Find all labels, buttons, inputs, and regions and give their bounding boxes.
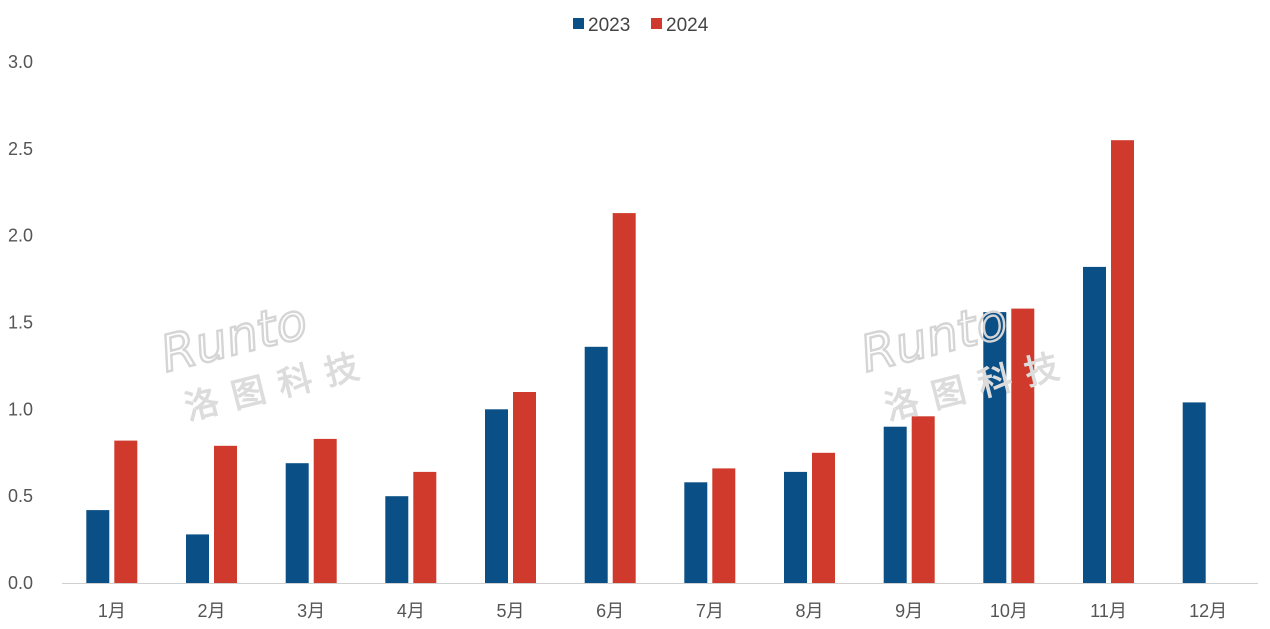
bars	[86, 140, 1206, 584]
x-tick-label: 4月	[397, 601, 425, 621]
watermark-right: Runto 洛图科技	[854, 290, 1077, 428]
bar-2024-5	[513, 392, 536, 583]
bar-2024-9	[911, 416, 935, 583]
bar-2023-5	[485, 409, 508, 583]
x-tick-label: 5月	[496, 601, 524, 621]
legend-label: 2024	[666, 15, 709, 36]
bar-2023-4	[385, 496, 409, 583]
y-tick-label: 2.5	[8, 139, 33, 159]
bar-2024-8	[812, 452, 835, 584]
bar-2024-3	[313, 438, 337, 583]
bar-2023-3	[285, 463, 309, 583]
watermark-left: Runto 洛图科技	[154, 290, 377, 428]
bar-2024-10	[1011, 308, 1035, 583]
bar-2023-11	[1083, 266, 1106, 583]
bar-2024-4	[413, 471, 437, 583]
x-tick-label: 11月	[1090, 601, 1127, 621]
x-axis: 1月 2月 3月 4月 5月 6月 7月 8月 9月 10月 11月 12月	[62, 583, 1258, 621]
bar-2024-2	[214, 445, 237, 583]
x-tick-label: 1月	[98, 601, 126, 621]
bar-2024-6	[612, 213, 636, 583]
bar-2023-1	[86, 510, 110, 583]
bar-2023-2	[186, 534, 209, 583]
x-tick-label: 6月	[596, 601, 624, 621]
bar-2023-7	[684, 482, 708, 583]
bar-2024-1	[114, 440, 138, 583]
y-tick-label: 2.0	[8, 226, 33, 246]
legend-swatch-2023	[573, 18, 584, 29]
y-tick-label: 0.5	[8, 486, 33, 506]
legend-label: 2023	[588, 15, 630, 36]
bar-2024-7	[712, 468, 736, 583]
bar-2024-11	[1111, 140, 1134, 583]
x-tick-label: 7月	[696, 601, 724, 621]
x-tick-label: 2月	[197, 601, 225, 621]
y-tick-label: 1.0	[8, 399, 33, 419]
x-tick-label: 3月	[297, 601, 325, 621]
y-tick-label: 1.5	[8, 313, 33, 333]
x-tick-label: 8月	[795, 601, 823, 621]
x-tick-label: 12月	[1189, 601, 1227, 621]
bar-2023-6	[584, 346, 608, 583]
legend-swatch-2024	[651, 18, 662, 29]
y-tick-label: 0.0	[8, 573, 33, 593]
bar-2023-8	[784, 471, 807, 583]
y-tick-label: 3.0	[8, 52, 33, 72]
x-tick-label: 9月	[895, 601, 923, 621]
bar-2023-10	[983, 312, 1007, 583]
bar-2023-12	[1182, 402, 1206, 583]
y-axis: 0.0 0.5 1.0 1.5 2.0 2.5 3.0	[8, 52, 33, 593]
x-tick-label: 10月	[990, 601, 1028, 621]
legend: 2023 2024	[573, 15, 709, 36]
bar-2023-9	[883, 426, 907, 583]
